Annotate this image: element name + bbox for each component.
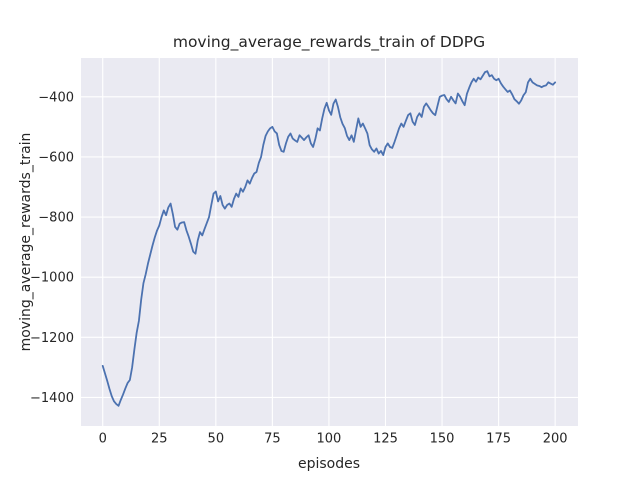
x-tick-label: 125 xyxy=(373,432,398,447)
y-axis-label: moving_average_rewards_train xyxy=(18,133,34,352)
gridlines xyxy=(81,58,578,426)
x-tick-labels: 0 25 50 75 100 125 150 175 200 xyxy=(99,432,568,447)
y-tick-label: −800 xyxy=(38,211,74,226)
y-tick-label: −1000 xyxy=(30,271,74,286)
x-tick-label: 175 xyxy=(486,432,511,447)
x-tick-label: 0 xyxy=(99,432,107,447)
x-tick-label: 50 xyxy=(208,432,225,447)
x-tick-label: 200 xyxy=(543,432,568,447)
x-tick-label: 100 xyxy=(317,432,342,447)
data-line xyxy=(101,70,557,407)
x-tick-label: 25 xyxy=(151,432,168,447)
x-axis-label: episodes xyxy=(298,456,360,472)
y-tick-label: −1200 xyxy=(30,331,74,346)
chart-title: moving_average_rewards_train of DDPG xyxy=(173,33,485,52)
y-tick-label: −600 xyxy=(38,150,74,165)
y-tick-labels: −400 −600 −800 −1000 −1200 −1400 xyxy=(30,90,74,406)
x-tick-label: 150 xyxy=(430,432,455,447)
plot-background xyxy=(81,58,578,426)
y-tick-label: −1400 xyxy=(30,391,74,406)
y-tick-label: −400 xyxy=(38,90,74,105)
x-tick-label: 75 xyxy=(264,432,281,447)
